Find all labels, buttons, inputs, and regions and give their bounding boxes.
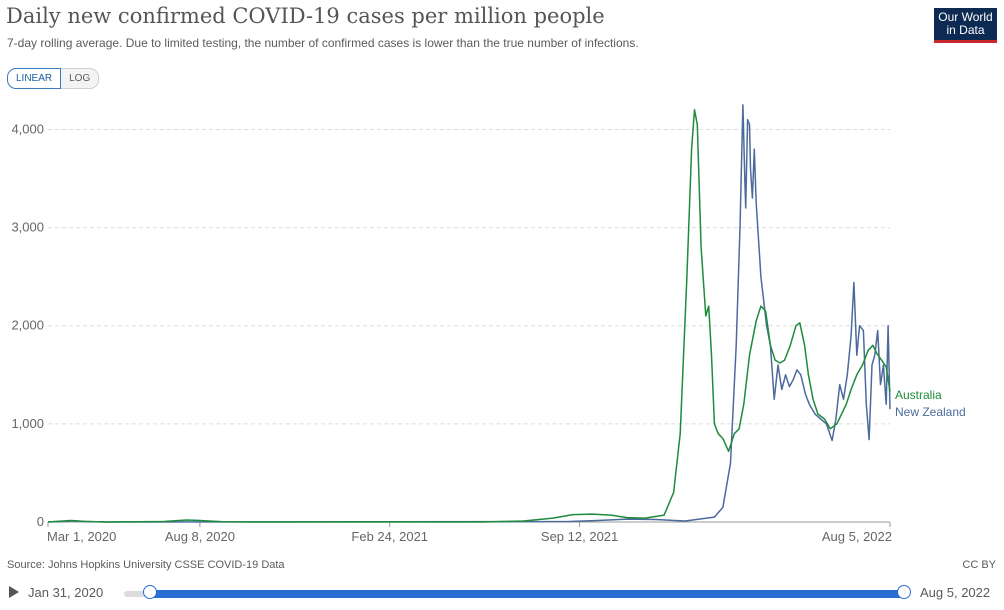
source-note[interactable]: Source: Johns Hopkins University CSSE CO…: [7, 559, 285, 571]
series-labels: Australia New Zealand: [895, 388, 966, 419]
y-tick-label: 2,000: [11, 318, 44, 333]
timeline-start-label: Jan 31, 2020: [28, 585, 104, 600]
series-line-australia: [47, 109, 891, 523]
linear-scale-button[interactable]: LINEAR: [7, 68, 62, 89]
license-link[interactable]: CC BY: [962, 559, 996, 571]
y-tick-label: 0: [37, 514, 44, 529]
x-tick-label: Aug 5, 2022: [822, 529, 892, 544]
logo-line-1: Our World: [938, 10, 993, 24]
y-tick-label: 3,000: [11, 220, 44, 235]
series-line-new-zealand: [47, 104, 891, 523]
chart-title: Daily new confirmed COVID-19 cases per m…: [6, 4, 605, 28]
logo-line-2: in Data: [946, 23, 985, 37]
chart-subtitle: 7-day rolling average. Due to limited te…: [7, 36, 639, 50]
x-tick-label: Feb 24, 2021: [351, 529, 428, 544]
timeline-selected-range[interactable]: [150, 590, 904, 598]
y-axis-ticks: 0 1,000 2,000 3,000 4,000: [11, 121, 44, 529]
x-tick-label: Sep 12, 2021: [541, 529, 618, 544]
timeline-end-label: Aug 5, 2022: [920, 585, 991, 600]
y-tick-label: 4,000: [11, 121, 44, 136]
x-axis: Mar 1, 2020 Aug 8, 2020 Feb 24, 2021 Sep 12…: [47, 521, 892, 544]
owid-logo[interactable]: Our World in Data: [934, 8, 997, 43]
timeline: Jan 31, 2020 Aug 5, 2022: [0, 578, 1004, 608]
series-label-australia: Australia: [895, 388, 942, 402]
timeline-end-handle[interactable]: [897, 585, 911, 599]
series-label-new-zealand: New Zealand: [895, 405, 966, 419]
play-icon[interactable]: [9, 586, 19, 598]
scale-toggle: LINEAR LOG: [7, 68, 100, 89]
grid-lines: [48, 128, 890, 425]
y-tick-label: 1,000: [11, 416, 44, 431]
timeline-start-handle[interactable]: [143, 585, 157, 599]
x-tick-label: Aug 8, 2020: [165, 529, 235, 544]
series-lines: [47, 104, 891, 523]
x-tick-label: Mar 1, 2020: [47, 529, 116, 544]
log-scale-button[interactable]: LOG: [61, 68, 100, 89]
line-chart: 0 1,000 2,000 3,000 4,000 Mar 1, 2020 Aug 8, …: [11, 104, 966, 544]
